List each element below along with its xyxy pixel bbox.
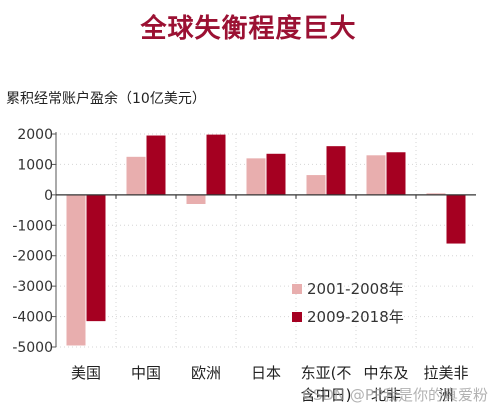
bar-series1-5 (366, 155, 386, 195)
legend-label: 2009-2018年 (307, 308, 404, 326)
y-tick-label: -1000 (12, 218, 53, 234)
legend-swatch (292, 312, 302, 322)
chart-title: 全球失衡程度巨大 (140, 14, 357, 44)
category-label: 欧洲 (191, 364, 221, 382)
category-label: 日本 (251, 364, 281, 382)
bar-series2-0 (86, 194, 106, 322)
category-label: 洲 (438, 386, 453, 404)
bar-series1-0 (66, 194, 86, 346)
bar-series2-4 (326, 146, 346, 195)
y-tick-label: 1000 (17, 157, 53, 173)
bar-series2-1 (146, 135, 166, 195)
bars (66, 134, 466, 346)
bar-series2-5 (386, 152, 406, 195)
y-tick-label: -3000 (12, 279, 53, 295)
bar-series1-2 (186, 194, 206, 204)
y-tick-labels: 2000 1000 0 -1000 -2000 -3000 -4000 -5000 (12, 127, 53, 356)
bar-series1-4 (306, 175, 326, 195)
y-tick-label: 2000 (17, 127, 53, 143)
legend-label: 2001-2008年 (307, 280, 404, 298)
y-axis-label: 累积经常账户盈余（10亿美元） (6, 90, 206, 107)
y-tick-label: -4000 (12, 310, 53, 326)
watermark-text: CSDN @PP我是你的真爱粉 (302, 386, 488, 404)
bar-series2-6 (446, 194, 466, 244)
y-tick-label: 0 (44, 188, 53, 204)
category-label: 中国 (131, 364, 161, 382)
y-tick-label: -2000 (12, 249, 53, 265)
category-label: 中东及 (363, 364, 408, 382)
axes (52, 132, 476, 348)
legend: 2001-2008年 2009-2018年 (292, 280, 404, 326)
y-tick-label: -5000 (12, 340, 53, 356)
bar-series1-1 (126, 156, 146, 195)
bar-series2-2 (206, 134, 226, 195)
bar-series1-6 (426, 193, 446, 195)
category-label: 美国 (71, 364, 101, 382)
bar-series2-3 (266, 153, 286, 195)
legend-swatch (292, 284, 302, 294)
gridlines (56, 133, 476, 348)
category-label: 含中日) (301, 386, 352, 404)
bar-series1-3 (246, 158, 266, 195)
category-label: 拉美非 (423, 364, 468, 382)
category-label: 北非 (371, 386, 401, 404)
category-label: 东亚(不 (301, 364, 352, 382)
